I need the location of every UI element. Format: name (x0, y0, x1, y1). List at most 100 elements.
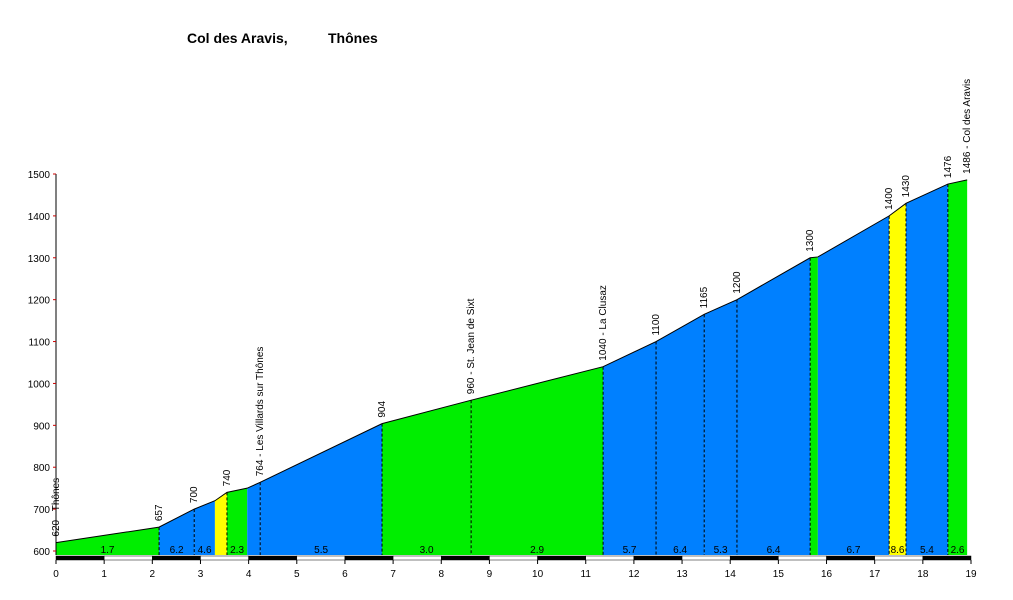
y-tick-label: 1500 (28, 170, 51, 181)
grade-label: 3.0 (420, 545, 434, 556)
km-bar (778, 555, 827, 561)
profile-segment (247, 482, 261, 555)
x-tick-label: 16 (821, 569, 833, 580)
km-bar (441, 555, 490, 561)
point-label: 657 (154, 504, 165, 521)
grade-label: 6.7 (847, 545, 861, 556)
x-tick-label: 7 (390, 569, 396, 580)
point-label: 904 (377, 401, 388, 418)
x-tick-label: 2 (150, 569, 156, 580)
profile-segment (260, 423, 383, 555)
point-label: 1476 (943, 155, 954, 178)
point-label: 700 (189, 486, 200, 503)
y-tick-label: 1400 (28, 212, 51, 223)
profile-segment (810, 256, 818, 555)
profile-segment (905, 184, 948, 555)
km-bar (103, 555, 153, 561)
x-tick-label: 11 (581, 569, 592, 580)
km-bar (826, 555, 875, 561)
grade-label: 6.4 (673, 545, 687, 556)
grade-label: 6.4 (767, 545, 781, 556)
profile-segment (382, 400, 472, 555)
km-bar (874, 555, 924, 561)
point-label: 1430 (901, 175, 912, 198)
grade-label: 1.7 (101, 545, 115, 556)
x-tick-label: 14 (725, 569, 737, 580)
profile-segment (471, 366, 604, 555)
x-tick-label: 10 (532, 569, 544, 580)
profile-segment (194, 500, 215, 555)
point-label: 1400 (884, 187, 895, 210)
x-tick-label: 12 (628, 569, 640, 580)
profile-segment (603, 341, 657, 555)
km-bar (537, 555, 586, 561)
y-tick-label: 700 (33, 505, 50, 516)
km-bar (585, 555, 635, 561)
profile-segment (736, 257, 811, 555)
x-tick-label: 9 (487, 569, 493, 580)
y-tick-label: 1300 (28, 254, 51, 265)
y-tick-label: 1200 (28, 296, 51, 307)
profile-segment (704, 299, 737, 555)
x-tick-label: 8 (438, 569, 444, 580)
grade-label: 5.5 (314, 545, 328, 556)
y-tick-label: 1100 (28, 338, 50, 349)
km-bar (681, 555, 731, 561)
x-tick-label: 0 (53, 569, 59, 580)
km-bar (922, 555, 972, 561)
x-tick-label: 4 (246, 569, 252, 580)
x-tick-label: 18 (917, 569, 929, 580)
x-tick-label: 15 (773, 569, 785, 580)
km-bar (633, 555, 683, 561)
km-bar (55, 555, 105, 561)
x-tick-label: 5 (294, 569, 300, 580)
km-bar (152, 555, 201, 561)
grade-label: 5.3 (714, 545, 728, 556)
grade-label: 2.3 (230, 545, 244, 556)
x-tick-label: 17 (869, 569, 881, 580)
grade-label: 5.7 (623, 545, 637, 556)
profile-segment (889, 203, 906, 556)
x-tick-label: 19 (965, 569, 977, 580)
y-tick-label: 600 (33, 547, 50, 558)
chart-title: Col des Aravis, (187, 30, 288, 46)
profile-segment (817, 215, 890, 555)
y-tick-label: 1000 (28, 379, 51, 390)
km-bar (344, 555, 394, 561)
profile-segment (947, 179, 968, 555)
profile-segment (656, 314, 705, 555)
profile-segment (159, 509, 195, 555)
grade-label: 2.9 (530, 545, 544, 556)
profile-segment (56, 527, 160, 555)
grade-label: 4.6 (198, 545, 212, 556)
km-bar (489, 555, 538, 561)
km-bar (729, 555, 779, 561)
point-label: 764 - Les Villards sur Thônes (255, 347, 266, 477)
km-bar (296, 555, 346, 561)
point-label: 960 - St. Jean de Sixt (466, 298, 477, 394)
x-tick-label: 6 (342, 569, 348, 580)
grade-label: 6.2 (170, 545, 184, 556)
profile-segment (214, 492, 227, 555)
x-tick-label: 13 (676, 569, 688, 580)
km-bar (248, 555, 298, 561)
y-tick-label: 900 (33, 421, 50, 432)
point-label: 1100 (651, 314, 662, 336)
km-bar (392, 555, 442, 561)
profile-segment (226, 488, 248, 555)
point-label: 740 (222, 469, 233, 486)
chart-subtitle: Thônes (328, 30, 378, 46)
point-label: 1200 (732, 271, 743, 294)
point-label: 1165 (699, 286, 710, 308)
km-bar (200, 555, 249, 561)
grade-label: 2.6 (951, 545, 965, 556)
grade-label: 8.6 (891, 545, 905, 556)
x-tick-label: 3 (198, 569, 204, 580)
point-label: 1040 - La Clusaz (598, 285, 609, 361)
grade-label: 5.4 (920, 545, 934, 556)
x-tick-label: 1 (101, 569, 107, 580)
y-tick-label: 800 (33, 463, 50, 474)
point-label: 1486 - Col des Aravis (962, 79, 973, 174)
point-label: 1300 (805, 229, 816, 252)
